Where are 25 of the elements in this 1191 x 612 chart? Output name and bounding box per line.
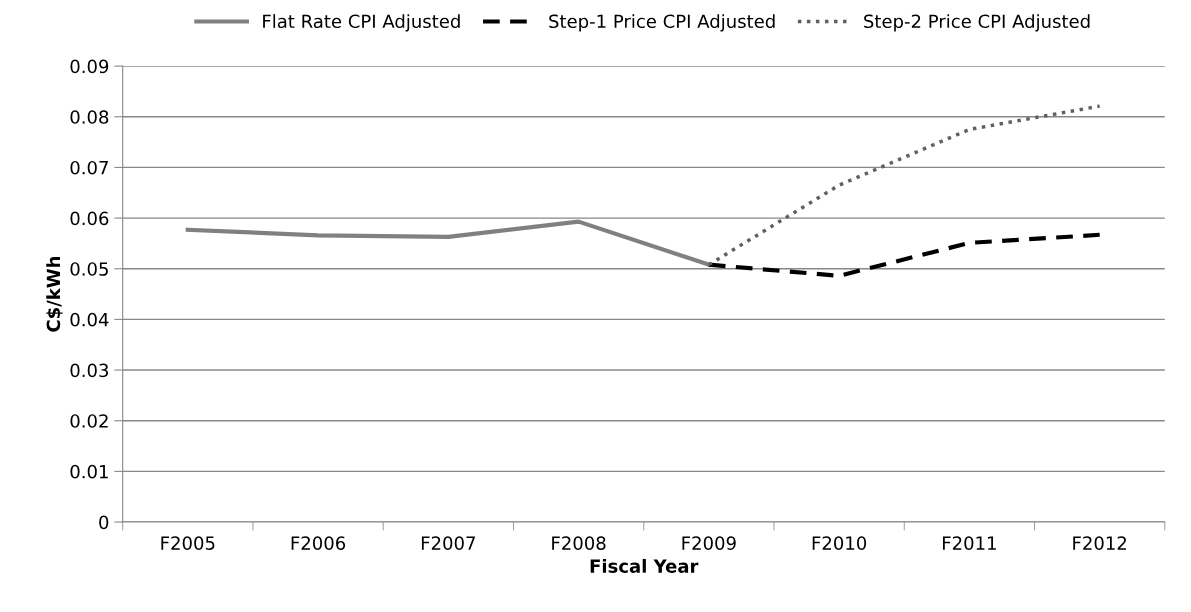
y-tick-label: 0.08 xyxy=(70,110,109,124)
legend-label: Step-1 Price CPI Adjusted xyxy=(549,14,775,32)
x-tick-label: F2012 xyxy=(1073,536,1127,550)
y-tick-label: 0 xyxy=(99,515,109,530)
y-tick-label: 0.01 xyxy=(70,464,108,479)
line-series xyxy=(707,104,1102,267)
y-tick-label: 0.05 xyxy=(70,262,108,276)
x-tick-label: F2010 xyxy=(812,536,867,550)
x-tick-label: F2008 xyxy=(552,536,606,550)
line-series xyxy=(706,232,1102,278)
x-tick-label: F2007 xyxy=(421,536,475,550)
y-tick-label: 0.06 xyxy=(70,211,109,226)
x-tick-label: F2009 xyxy=(682,536,736,550)
legend-label: Flat Rate CPI Adjusted xyxy=(263,14,460,32)
x-axis-title: Fiscal Year xyxy=(590,558,699,573)
x-tick-label: F2006 xyxy=(291,536,346,550)
y-tick-label: 0.04 xyxy=(70,312,109,327)
x-tick-label: F2011 xyxy=(943,536,996,550)
y-tick-label: 0.02 xyxy=(70,414,108,428)
y-tick-label: 0.09 xyxy=(70,59,109,74)
x-tick-label: F2005 xyxy=(161,536,215,550)
y-axis-title: C$/kWh xyxy=(46,256,63,332)
legend-label: Step-2 Price CPI Adjusted xyxy=(864,14,1090,32)
y-tick-label: 0.07 xyxy=(70,160,108,175)
y-tick-label: 0.03 xyxy=(70,363,109,378)
